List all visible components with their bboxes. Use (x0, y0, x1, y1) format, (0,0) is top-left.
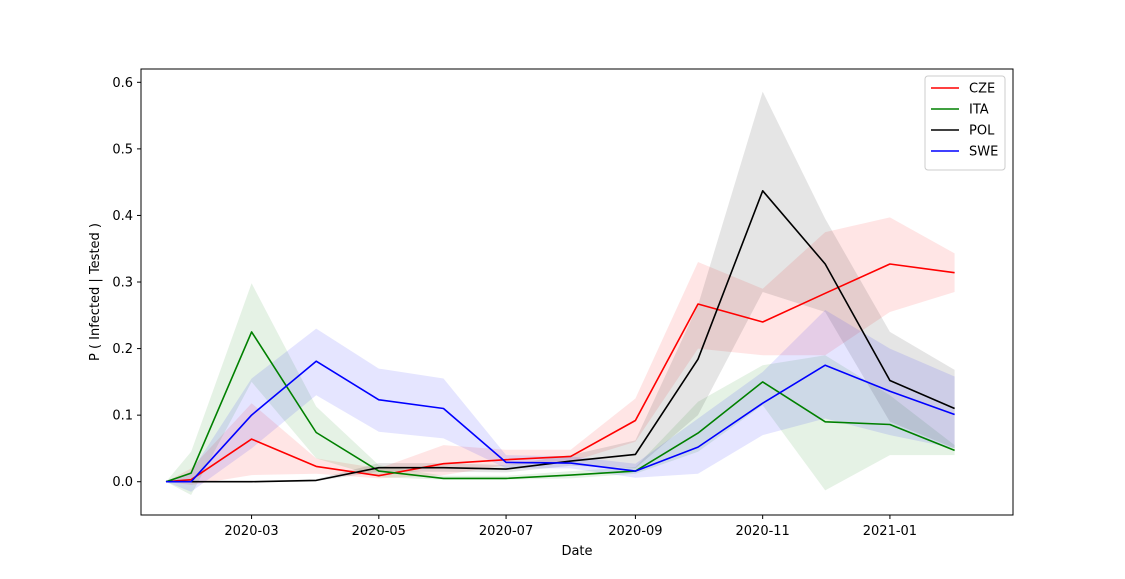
x-tick-label: 2020-05 (352, 524, 406, 539)
x-axis-label: Date (561, 544, 592, 559)
y-tick-label: 0.1 (112, 409, 133, 424)
x-tick-label: 2020-09 (608, 524, 662, 539)
x-tick-label: 2021-01 (863, 524, 917, 539)
x-tick-label: 2020-11 (736, 524, 790, 539)
legend-label-swe: SWE (969, 145, 998, 160)
legend-label-pol: POL (969, 124, 995, 139)
y-tick-label: 0.5 (112, 142, 133, 157)
legend-label-ita: ITA (969, 103, 989, 118)
y-tick-label: 0.4 (112, 209, 133, 224)
plot-frame (140, 68, 1014, 516)
series-lines (165, 190, 955, 483)
band-swe (166, 310, 955, 492)
line-swe (166, 360, 955, 483)
x-axis-ticks: 2020-03 2020-05 2020-07 2020-09 2020-11 2021-… (224, 515, 917, 539)
y-tick-label: 0.3 (112, 276, 133, 291)
line-cze (165, 263, 955, 483)
y-axis-ticks: 0.0 0.1 0.2 0.3 0.4 0.5 0.6 (112, 76, 141, 490)
line-ita (165, 331, 955, 483)
y-tick-label: 0.6 (112, 76, 133, 91)
legend-box (924, 75, 1006, 171)
y-tick-label: 0.0 (112, 475, 133, 490)
x-tick-label: 2020-07 (479, 524, 533, 539)
x-tick-label: 2020-03 (224, 524, 278, 539)
band-pol (166, 91, 955, 482)
y-axis-label: P ( Infected | Tested ) (88, 223, 103, 361)
line-pol (166, 190, 955, 483)
legend: CZE ITA POL SWE (924, 75, 1006, 171)
y-tick-label: 0.2 (112, 342, 133, 357)
legend-label-cze: CZE (969, 82, 995, 97)
band-cze (166, 217, 955, 485)
confidence-bands (166, 91, 955, 495)
band-ita (166, 283, 955, 495)
